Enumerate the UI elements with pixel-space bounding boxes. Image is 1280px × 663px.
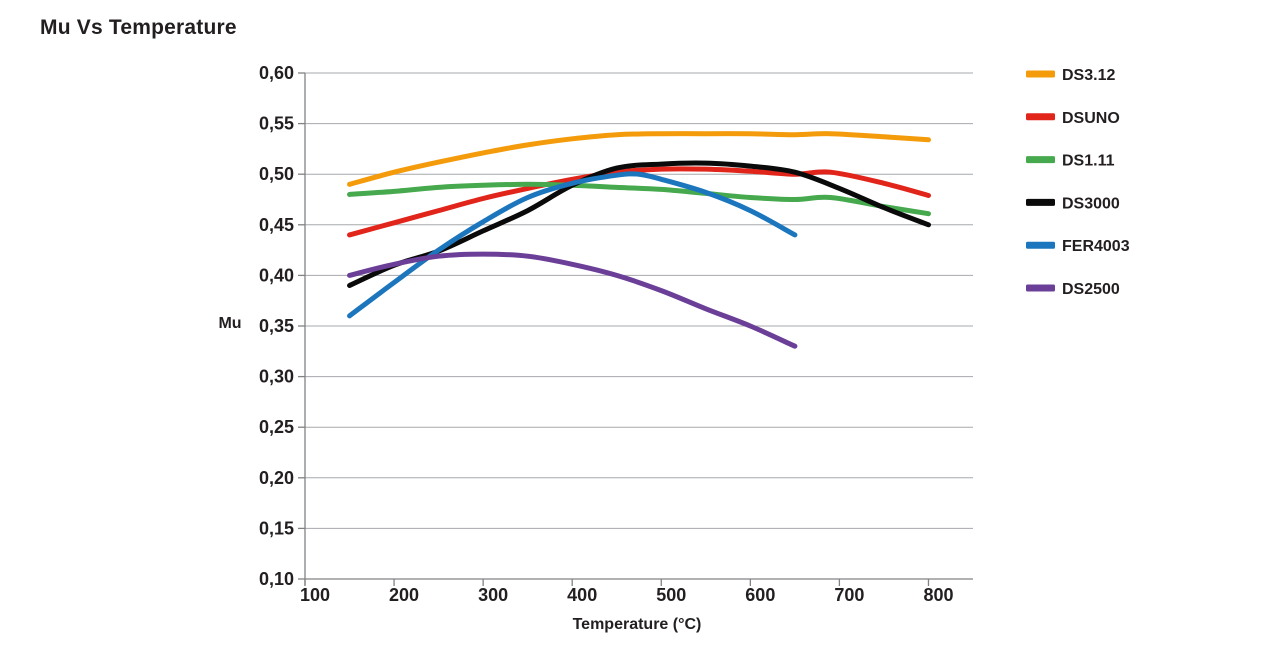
chart-title: Mu Vs Temperature [40, 16, 237, 39]
series-line-ds2500 [347, 251, 798, 349]
x-tick-label: 200 [389, 585, 419, 605]
y-tick-label: 0,35 [259, 316, 294, 336]
x-tick-label: 300 [478, 585, 508, 605]
legend-item-dsuno: DSUNO [1026, 110, 1120, 127]
x-tick-label: 700 [834, 585, 864, 605]
x-tick-label: 600 [745, 585, 775, 605]
series-line-dsuno [347, 166, 931, 238]
series-line-fer4003 [347, 171, 798, 319]
legend-label: DS2500 [1062, 281, 1120, 298]
legend-swatch [1026, 70, 1055, 78]
legend-label: DSUNO [1062, 110, 1120, 127]
x-tick-label: 400 [567, 585, 597, 605]
axes [298, 72, 973, 586]
legend-swatch [1026, 113, 1055, 121]
legend-label: FER4003 [1062, 238, 1130, 255]
y-tick-label: 0,50 [259, 164, 294, 184]
legend-item-fer4003: FER4003 [1026, 238, 1130, 255]
legend-label: DS1.11 [1062, 153, 1115, 170]
y-tick-label: 0,30 [259, 367, 294, 387]
y-tick-label: 0,10 [259, 569, 294, 589]
legend-swatch [1026, 198, 1055, 206]
series-line-ds3000 [347, 160, 931, 289]
y-tick-label: 0,45 [259, 215, 294, 235]
legend-item-ds1.11: DS1.11 [1026, 153, 1115, 170]
legend-item-ds3.12: DS3.12 [1026, 67, 1115, 84]
legend-item-ds2500: DS2500 [1026, 281, 1120, 298]
x-tick-label: 500 [656, 585, 686, 605]
y-tick-label: 0,55 [259, 114, 294, 134]
legend-label: DS3000 [1062, 195, 1120, 212]
legend-label: DS3.12 [1062, 67, 1115, 84]
y-tick-label: 0,15 [259, 518, 294, 538]
y-tick-label: 0,20 [259, 468, 294, 488]
y-axis-title: Mu [218, 315, 241, 332]
legend-swatch [1026, 284, 1055, 292]
legend-item-ds3000: DS3000 [1026, 195, 1120, 212]
x-axis-title: Temperature (°C) [573, 616, 702, 633]
legend-swatch [1026, 241, 1055, 249]
legend: DS3.12 DSUNO DS1.11 DS3000 FER4003 DS2500 [1026, 67, 1130, 298]
series-line-ds1.11 [347, 181, 931, 217]
y-tick-label: 0,40 [259, 265, 294, 285]
series-line-ds3.12 [347, 131, 931, 187]
y-tick-label: 0,25 [259, 417, 294, 437]
x-tick-label: 800 [923, 585, 953, 605]
legend-swatch [1026, 156, 1055, 164]
data-series [347, 131, 931, 349]
x-tick-label: 100 [300, 585, 330, 605]
gridlines [305, 72, 973, 580]
tick-labels: 0,60 0,55 0,50 0,45 0,40 0,35 0,30 0,25 0,20 0,15… [259, 63, 954, 605]
y-tick-label: 0,60 [259, 63, 294, 83]
